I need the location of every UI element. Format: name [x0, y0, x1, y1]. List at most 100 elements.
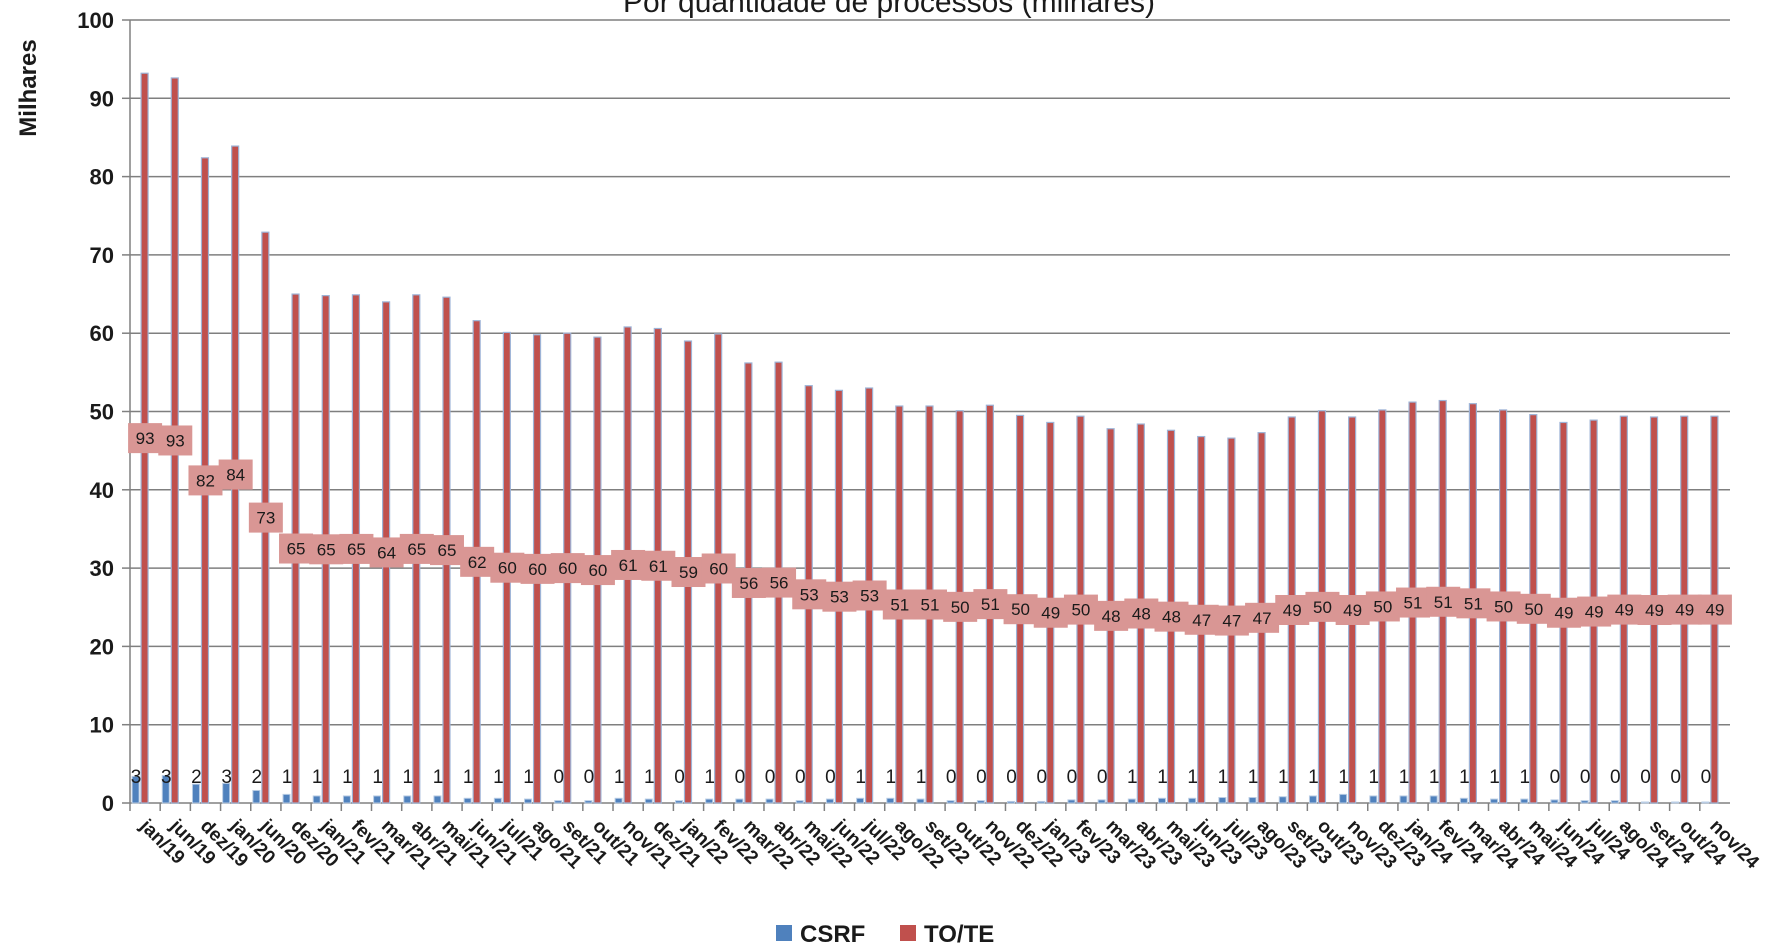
tote-data-label-bg [279, 533, 314, 564]
tote-data-label: 47 [1222, 612, 1241, 631]
tote-data-label-bg [339, 533, 374, 564]
tote-data-label-bg [1033, 597, 1068, 628]
tote-data-label: 47 [1253, 609, 1272, 628]
tote-data-label: 73 [256, 509, 275, 528]
tote-data-label: 60 [709, 559, 728, 578]
tote-data-label: 53 [860, 587, 879, 606]
csrf-bar [463, 797, 472, 804]
csrf-bar [1248, 797, 1257, 804]
csrf-data-label: 0 [765, 767, 776, 788]
csrf-data-label: 0 [825, 767, 836, 788]
csrf-data-label: 1 [916, 767, 927, 788]
csrf-bar [1671, 801, 1680, 804]
tote-data-label: 51 [921, 596, 940, 615]
tote-data-label-bg [1365, 591, 1400, 622]
csrf-bar [765, 798, 774, 804]
csrf-data-label: 1 [1429, 767, 1440, 788]
tote-data-label: 48 [1132, 605, 1151, 624]
tote-data-label: 59 [679, 563, 698, 582]
csrf-bar [1007, 800, 1016, 804]
legend-swatch-tote [900, 925, 916, 941]
tote-data-label-bg [762, 567, 797, 598]
tote-data-label: 49 [1555, 604, 1574, 623]
csrf-bar [373, 795, 382, 804]
tote-data-label: 50 [1524, 600, 1543, 619]
csrf-bar [433, 795, 442, 804]
axis-layer: 0102030405060708090100jan/19jun/19dez/19… [77, 8, 1763, 874]
tote-data-label-bg [309, 534, 344, 565]
tote-data-label: 49 [1705, 601, 1724, 620]
csrf-bar [342, 795, 351, 804]
tote-data-label-bg [1305, 591, 1340, 622]
csrf-bar [1490, 798, 1499, 804]
csrf-bar [252, 789, 261, 804]
csrf-data-label: 0 [1067, 767, 1078, 788]
tote-data-label-bg [1516, 593, 1551, 624]
tote-data-label-bg [852, 580, 887, 611]
csrf-bar [705, 798, 714, 804]
tote-data-label-bg [158, 425, 193, 456]
tote-data-label: 49 [1041, 604, 1060, 623]
tote-data-label: 49 [1645, 601, 1664, 620]
tote-data-label-bg [1667, 594, 1702, 625]
y-tick-label: 100 [77, 8, 114, 33]
csrf-bar [886, 797, 895, 804]
csrf-bar [524, 798, 533, 804]
tote-data-label-bg [1456, 588, 1491, 619]
csrf-data-label: 1 [342, 767, 353, 788]
csrf-bar [584, 800, 593, 804]
csrf-bar [735, 798, 744, 804]
tote-data-label: 65 [287, 540, 306, 559]
csrf-data-label: 1 [1127, 767, 1138, 788]
tote-data-label: 50 [1494, 597, 1513, 616]
csrf-data-label: 0 [795, 767, 806, 788]
tote-data-label-bg [1094, 600, 1129, 631]
y-axis-label: Milhares [15, 39, 42, 136]
csrf-bar [282, 793, 291, 804]
csrf-data-label: 1 [614, 767, 625, 788]
csrf-data-label: 2 [191, 767, 202, 788]
csrf-data-label: 1 [1459, 767, 1470, 788]
tote-data-label: 50 [1011, 600, 1030, 619]
tote-data-label: 60 [528, 560, 547, 579]
tote-data-label: 49 [1675, 601, 1694, 620]
csrf-data-label: 1 [1399, 767, 1410, 788]
csrf-bar [1701, 801, 1710, 804]
chart-title: Por quantidade de processos (milhares) [623, 0, 1155, 19]
tote-data-label-bg [550, 553, 585, 584]
y-tick-label: 70 [90, 243, 114, 268]
csrf-bar [554, 800, 563, 804]
tote-data-label-bg [429, 535, 464, 566]
csrf-bar [191, 783, 200, 804]
csrf-data-label: 2 [252, 767, 263, 788]
tote-data-label: 51 [890, 596, 909, 615]
csrf-data-label: 0 [946, 767, 957, 788]
tote-data-label: 53 [830, 588, 849, 607]
tote-data-label-bg [1124, 598, 1159, 629]
tote-data-label-bg [1637, 594, 1672, 625]
tote-data-label: 50 [1373, 597, 1392, 616]
csrf-bar [1459, 797, 1468, 804]
csrf-data-label: 0 [1580, 767, 1591, 788]
tote-data-label: 48 [1162, 608, 1181, 627]
csrf-bar [1641, 801, 1650, 804]
csrf-data-label: 0 [1006, 767, 1017, 788]
csrf-data-label: 0 [1036, 767, 1047, 788]
csrf-data-label: 1 [1187, 767, 1198, 788]
tote-data-label-bg [1426, 586, 1461, 617]
tote-data-label-bg [188, 465, 223, 496]
tote-data-label-bg [1697, 594, 1732, 625]
tote-data-label-bg [490, 552, 525, 583]
tote-data-label: 84 [226, 466, 245, 485]
csrf-bar [856, 797, 865, 804]
tote-data-label-bg [1245, 602, 1280, 633]
tote-data-label-bg [822, 581, 857, 612]
tote-data-label-bg [1396, 587, 1431, 618]
csrf-data-label: 1 [1519, 767, 1530, 788]
tote-data-label: 47 [1192, 611, 1211, 630]
tote-data-label-bg [460, 546, 495, 577]
csrf-data-label: 1 [433, 767, 444, 788]
csrf-bar [1158, 797, 1167, 804]
tote-data-label: 49 [1615, 601, 1634, 620]
tote-data-label: 60 [498, 559, 517, 578]
